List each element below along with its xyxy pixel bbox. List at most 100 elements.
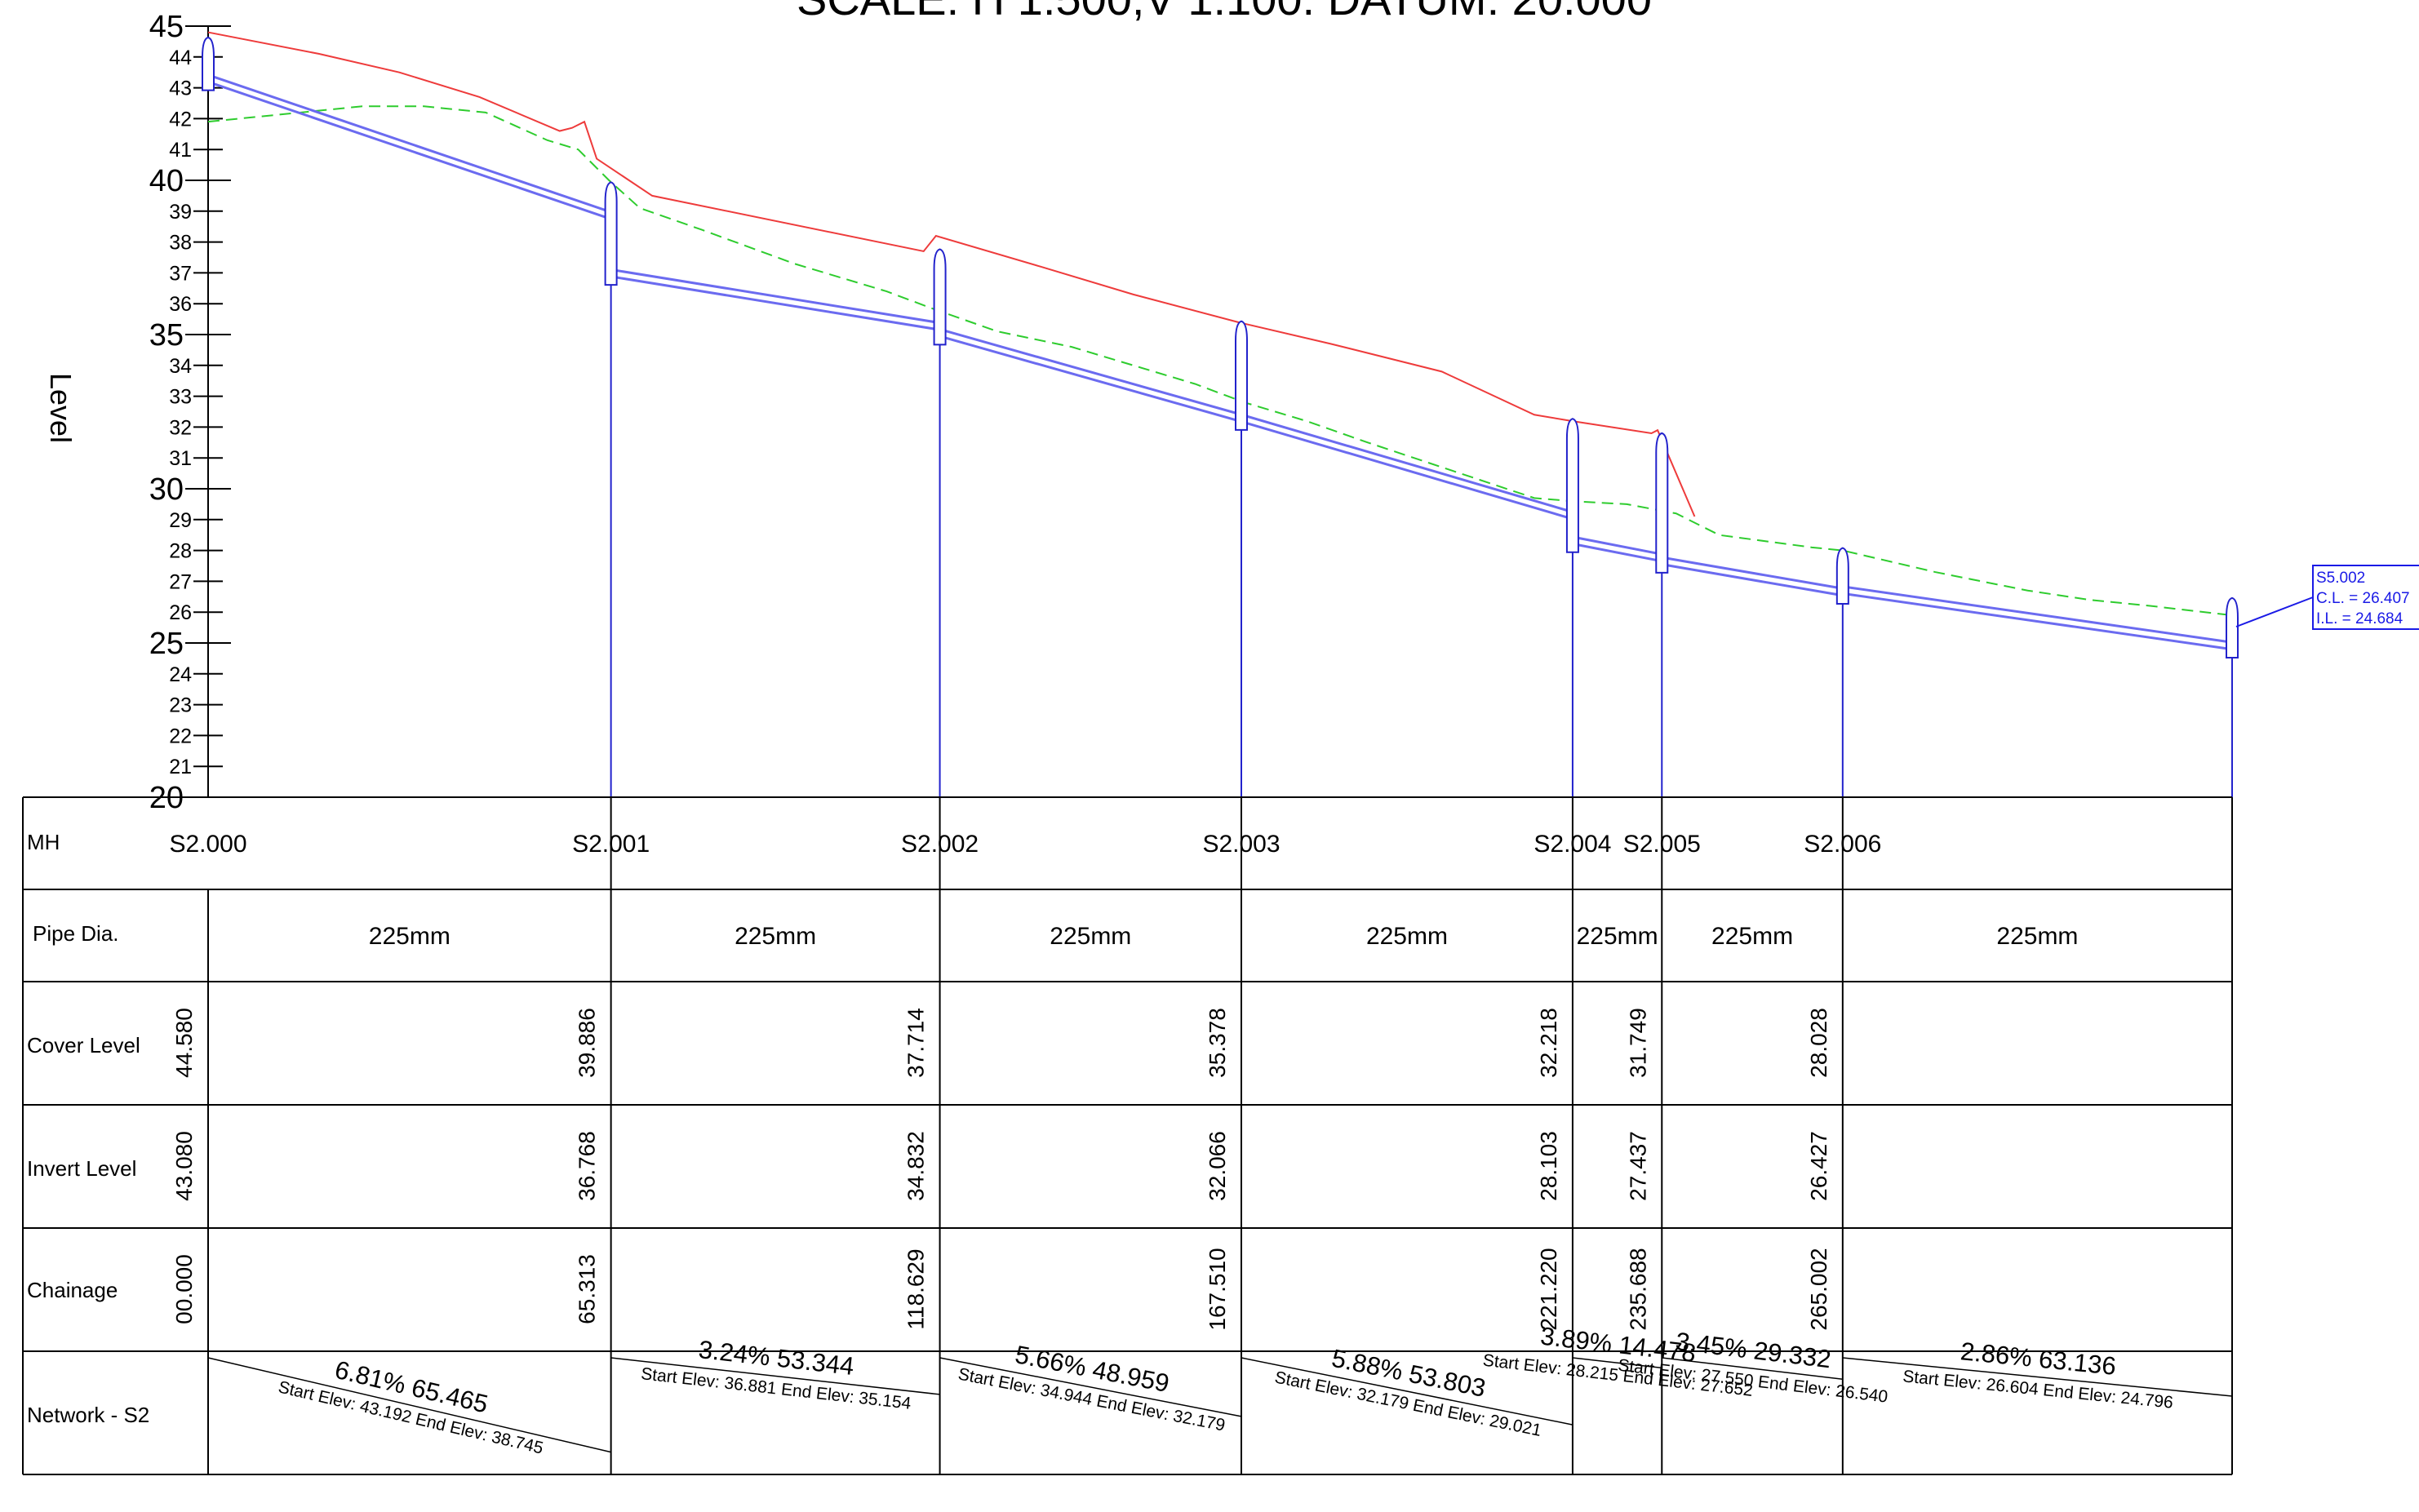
pipe-invert-line xyxy=(939,335,1242,423)
table-row-label: Invert Level xyxy=(27,1156,136,1181)
pipe-diameter: 225mm xyxy=(735,923,816,950)
y-tick-label: 37 xyxy=(169,262,192,285)
pipe-diameter: 225mm xyxy=(1577,923,1658,950)
y-tick-label: 35 xyxy=(149,318,184,353)
cover-level-value: 39.886 xyxy=(575,1008,600,1078)
pipe-soffit-line xyxy=(1572,535,1662,556)
mh-name: S2.002 xyxy=(901,831,979,858)
y-tick-label: 27 xyxy=(169,570,192,593)
manhole-callout: S5.002 C.L. = 26.407 I.L. = 24.684 xyxy=(2235,565,2419,630)
y-tick-label: 45 xyxy=(149,10,184,44)
manholes xyxy=(202,36,2239,797)
y-tick-label: 41 xyxy=(169,139,192,162)
manhole-body xyxy=(2226,596,2239,658)
y-tick-label: 28 xyxy=(169,540,192,563)
invert-level-value: 36.768 xyxy=(575,1131,600,1201)
table-row-label: Cover Level xyxy=(27,1033,140,1058)
y-tick-label: 24 xyxy=(169,663,192,686)
mh-name: S2.006 xyxy=(1804,831,1881,858)
profile-table: MH Pipe Dia. Cover Level Invert Level Chaina… xyxy=(22,796,2233,1475)
manhole-body xyxy=(202,36,215,91)
chainage-value: 167.510 xyxy=(1205,1248,1230,1330)
pipe-invert-line xyxy=(1662,563,1844,597)
pipe-invert-line xyxy=(207,80,612,220)
y-tick-label: 23 xyxy=(169,694,192,717)
y-tick-label: 43 xyxy=(169,78,192,100)
ground-profile xyxy=(207,105,2232,616)
cover-level-value: 37.714 xyxy=(903,1008,929,1078)
manhole-body xyxy=(604,181,618,286)
manhole-body xyxy=(1235,320,1249,431)
network-grade-line xyxy=(610,1357,940,1395)
y-tick-label: 36 xyxy=(169,293,192,316)
y-tick-label: 39 xyxy=(169,201,192,224)
table-row-label: Network - S2 xyxy=(27,1403,149,1427)
manhole-body xyxy=(933,248,947,346)
pipe-diameter: 225mm xyxy=(369,923,451,950)
y-tick-label: 38 xyxy=(169,232,192,255)
pipe-diameter: 225mm xyxy=(1050,923,1131,950)
network-grade-line xyxy=(1572,1357,1662,1369)
y-axis: 2021222324252627282930313233343536373839… xyxy=(149,10,231,815)
invert-level-value: 32.066 xyxy=(1205,1131,1230,1201)
network-grade-line xyxy=(1662,1357,1843,1381)
y-tick-label: 40 xyxy=(149,164,184,198)
pipe-diameter: 225mm xyxy=(1996,923,2078,950)
drawing-title: SCALE: H 1:500,V 1:100. DATUM: 20.000 xyxy=(797,0,1652,24)
y-tick-label: 26 xyxy=(169,601,192,624)
pipe-soffit-line xyxy=(207,73,612,214)
callout-name: S5.002 xyxy=(2316,570,2365,587)
table-row-label: Pipe Dia. xyxy=(33,921,119,946)
y-tick-label: 34 xyxy=(169,355,192,378)
chainage-value: 118.629 xyxy=(903,1248,929,1329)
pipe-soffit-line xyxy=(1662,556,1844,590)
network-grade-line xyxy=(1842,1357,2233,1397)
invert-level-value: 27.437 xyxy=(1625,1131,1650,1201)
pipe-runs xyxy=(207,73,2233,651)
pipe-invert-line xyxy=(610,275,940,331)
invert-level-value: 34.832 xyxy=(903,1131,929,1201)
chainage-value: 235.688 xyxy=(1625,1248,1650,1330)
cover-profile xyxy=(207,31,1696,517)
y-tick-label: 31 xyxy=(169,447,192,470)
y-tick-label: 42 xyxy=(169,108,192,131)
pipe-invert-line xyxy=(1241,420,1573,521)
y-tick-label: 22 xyxy=(169,725,192,747)
mh-name: S2.004 xyxy=(1534,831,1611,858)
cover-level-value: 44.580 xyxy=(171,1008,197,1078)
callout-invert: I.L. = 24.684 xyxy=(2316,610,2403,627)
chainage-value: 265.002 xyxy=(1806,1248,1831,1330)
pipe-soffit-line xyxy=(1842,585,2233,644)
pipe-soffit-line xyxy=(939,328,1242,416)
chainage-value: 65.313 xyxy=(575,1254,600,1324)
mh-name: S2.005 xyxy=(1623,831,1701,858)
pipe-invert-line xyxy=(1572,543,1662,563)
cover-line xyxy=(207,31,1696,517)
invert-level-value: 28.103 xyxy=(1536,1131,1561,1201)
y-tick-label: 33 xyxy=(169,386,192,409)
manhole-body xyxy=(1835,547,1849,605)
y-tick-label: 32 xyxy=(169,416,192,439)
y-tick-label: 29 xyxy=(169,509,192,532)
table-row-label: MH xyxy=(27,830,60,854)
mh-name: S2.001 xyxy=(572,831,650,858)
cover-level-value: 31.749 xyxy=(1625,1008,1650,1078)
mh-name: S2.000 xyxy=(169,831,246,858)
cover-level-value: 32.218 xyxy=(1536,1008,1561,1078)
manhole-body xyxy=(1565,418,1579,553)
table-row-label: Chainage xyxy=(27,1278,118,1302)
network-grade-line xyxy=(939,1357,1242,1417)
invert-level-value: 43.080 xyxy=(171,1131,197,1201)
network-elev-label: Start Elev: 26.604 End Elev: 24.796 xyxy=(1902,1367,2173,1412)
pipe-soffit-line xyxy=(1241,413,1573,513)
chainage-value: 221.220 xyxy=(1536,1248,1561,1330)
ground-line xyxy=(207,105,2232,616)
y-tick-label: 21 xyxy=(169,756,192,778)
manhole-body xyxy=(1655,432,1669,574)
y-tick-label: 30 xyxy=(149,472,184,507)
cover-level-value: 28.028 xyxy=(1806,1008,1831,1078)
pipe-diameter: 225mm xyxy=(1711,923,1793,950)
network-grade-line xyxy=(1241,1357,1573,1426)
y-tick-label: 25 xyxy=(149,627,184,661)
